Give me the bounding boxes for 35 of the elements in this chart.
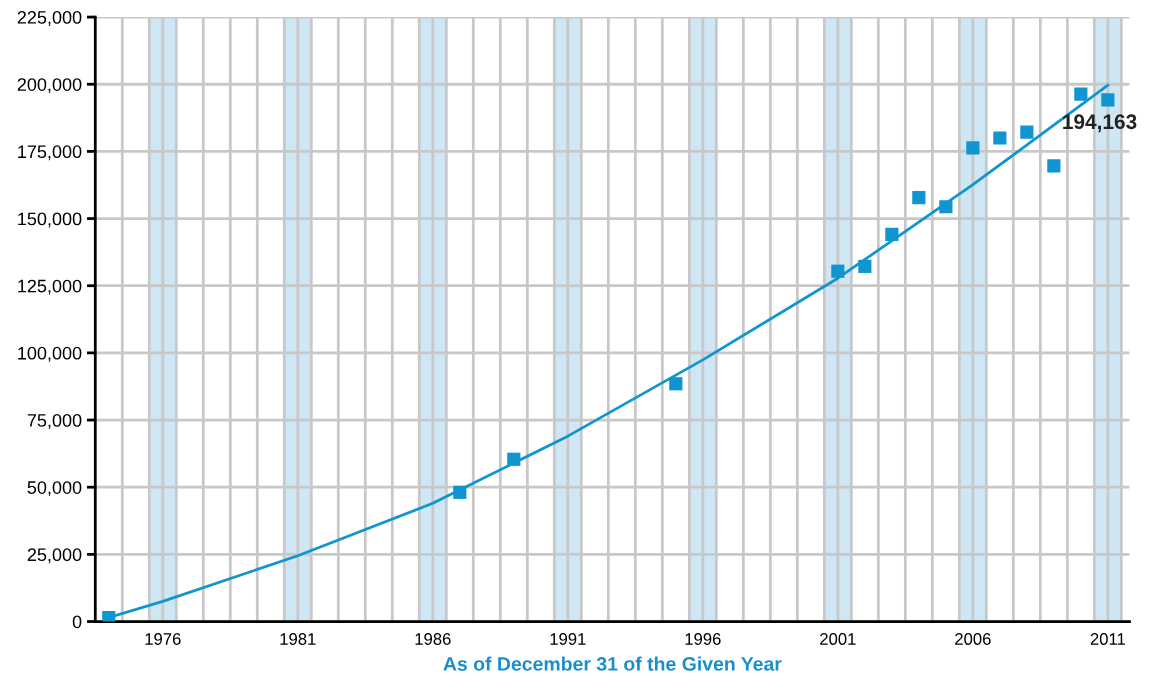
point — [1101, 93, 1115, 107]
y-tick-label: 25,000 — [27, 548, 82, 564]
x-tick-label: 1991 — [550, 633, 586, 645]
y-tick-label: 150,000 — [18, 212, 82, 228]
point — [507, 452, 521, 466]
point — [1074, 87, 1088, 101]
y-tick-label: 50,000 — [27, 481, 82, 497]
y-tick-label: 200,000 — [17, 78, 82, 94]
y-tick-label: 125,000 — [18, 279, 82, 295]
y-tick-label: 0 — [72, 615, 82, 629]
point — [993, 131, 1007, 145]
point — [885, 227, 899, 241]
point — [939, 200, 953, 214]
x-tick-label: 2001 — [820, 633, 856, 645]
point — [912, 191, 926, 205]
point — [453, 485, 467, 499]
x-tick-label: 2006 — [955, 633, 991, 645]
data-label: 194,163 — [1063, 114, 1137, 133]
point — [858, 259, 872, 273]
point — [669, 377, 683, 391]
x-tick-label: 1976 — [145, 633, 181, 645]
x-tick-label: 2011 — [1090, 633, 1125, 645]
point — [1020, 125, 1034, 139]
x-axis-title: As of December 31 of the Given Year — [443, 656, 782, 671]
point — [831, 264, 845, 278]
point — [966, 141, 980, 155]
y-tick-label: 175,000 — [18, 145, 82, 161]
x-tick-label: 1996 — [685, 633, 721, 645]
y-tick-label: 75,000 — [27, 413, 82, 429]
y-tick-label: 100,000 — [18, 346, 82, 362]
x-tick-label: 1981 — [280, 633, 316, 645]
x-tick-label: 1986 — [415, 633, 451, 645]
y-tick-label: 225,000 — [17, 11, 82, 26]
point — [1047, 159, 1061, 173]
point — [102, 610, 116, 622]
